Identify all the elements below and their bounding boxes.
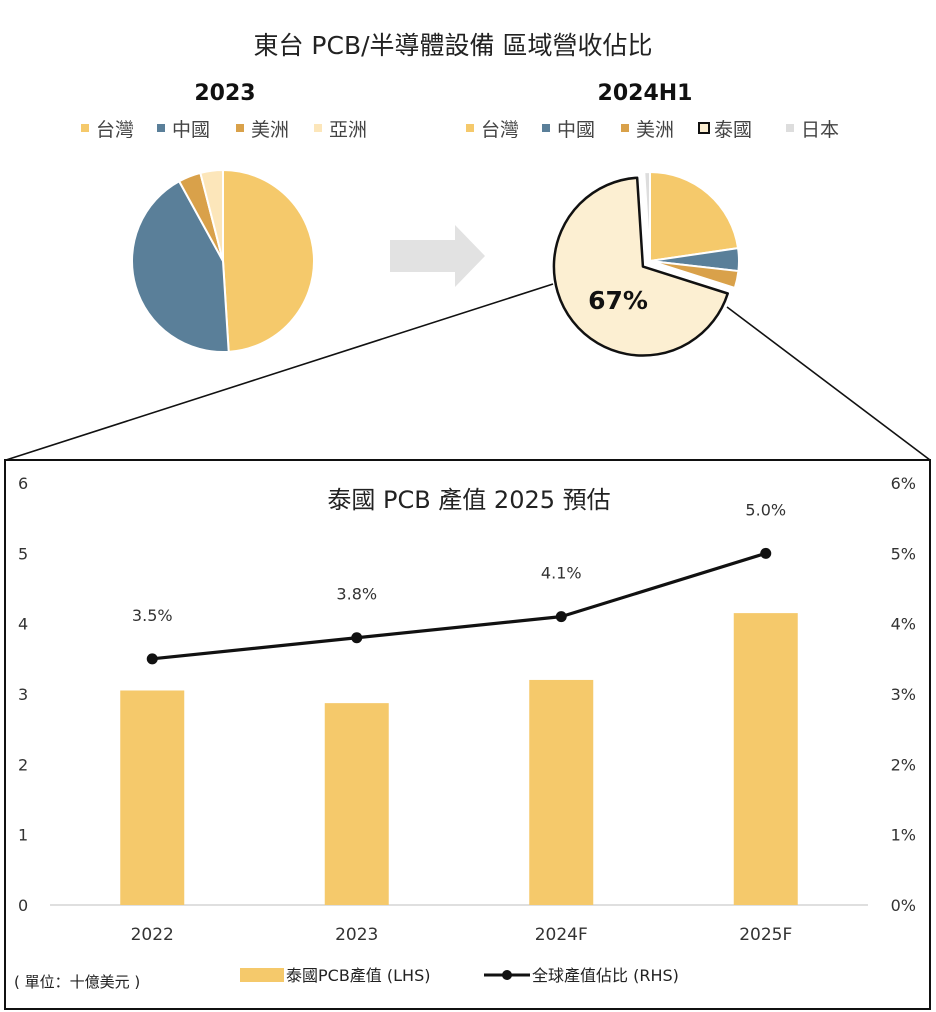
legend-label-americas: 美洲	[636, 119, 674, 141]
pie-slice-asia	[199, 169, 224, 262]
pie-2023-slices	[131, 169, 315, 353]
legend-label-taiwan: 台灣	[481, 119, 519, 141]
thailand-share-label: 67%	[588, 286, 648, 315]
pie-slice-china	[131, 180, 230, 353]
legend-line-label: 全球產值佔比 (RHS)	[532, 966, 679, 985]
legend-swatch-japan	[786, 124, 794, 132]
y-left-tick-label: 6	[18, 474, 28, 493]
x-tick-label: 2025F	[739, 925, 792, 945]
pie-2024h1: 2024H1 台灣 中國 美洲 泰國 日本 67%	[466, 81, 839, 357]
legend-label-thailand: 泰國	[714, 119, 752, 141]
bar-chart-legend: 泰國PCB產值 (LHS) 全球產值佔比 (RHS)	[240, 966, 679, 985]
legend-bar-swatch	[240, 968, 284, 982]
y-right-tick-label: 5%	[891, 544, 916, 563]
pie-2024h1-legend: 台灣 中國 美洲 泰國 日本	[466, 119, 839, 141]
legend-swatch-americas	[236, 124, 244, 132]
legend-label-china: 中國	[557, 119, 595, 141]
share-data-label: 3.5%	[132, 606, 173, 625]
pie-2023-legend: 台灣 中國 美洲 亞洲	[81, 119, 367, 141]
bars	[120, 613, 798, 905]
x-tick-label: 2023	[335, 925, 378, 945]
pie-2024h1-title: 2024H1	[598, 81, 693, 106]
pie-2024h1-slices	[552, 171, 740, 357]
share-line-series: 3.5% 3.8% 4.1% 5.0%	[132, 500, 786, 665]
zoom-connector-right	[726, 306, 931, 461]
share-point	[555, 611, 567, 623]
y-right-tick-label: 4%	[891, 615, 916, 634]
y-right-tick-label: 2%	[891, 755, 916, 774]
legend-swatch-americas	[621, 124, 629, 132]
y-left-tick-label: 1	[18, 826, 28, 845]
y-right-tick-label: 0%	[891, 896, 916, 915]
share-data-label: 5.0%	[745, 500, 786, 519]
pie-slice-japan	[643, 171, 651, 262]
bar-2022	[120, 690, 185, 905]
legend-swatch-asia	[314, 124, 322, 132]
thailand-pcb-chart: 泰國 PCB 產值 2025 預估 0 1 2 3 4 5 6 0% 1% 2% 3% 4% 5% 6%…	[4, 459, 931, 1010]
legend-swatch-china	[157, 124, 165, 132]
pie-slice-americas	[649, 260, 740, 289]
bar-2023	[324, 703, 389, 905]
bar-chart-title: 泰國 PCB 產值 2025 預估	[327, 486, 610, 514]
x-tick-label: 2024F	[535, 925, 588, 945]
share-point	[146, 653, 158, 665]
y-right-tick-label: 1%	[891, 826, 916, 845]
bar-2024F	[529, 679, 594, 905]
pie-2023: 2023 台灣 中國 美洲 亞洲	[81, 81, 367, 353]
legend-label-taiwan: 台灣	[96, 119, 134, 141]
legend-swatch-thailand	[698, 122, 710, 134]
transition-arrow-icon	[390, 225, 485, 287]
legend-swatch-china	[542, 124, 550, 132]
legend-label-china: 中國	[172, 119, 210, 141]
legend-line-marker	[502, 970, 512, 980]
pie-slice-thailand	[552, 176, 729, 357]
share-data-label: 3.8%	[336, 585, 377, 604]
pie-2023-title: 2023	[194, 81, 255, 106]
legend-label-americas: 美洲	[251, 119, 289, 141]
y-left-tick-label: 0	[18, 896, 28, 915]
pie-slice-taiwan	[222, 169, 315, 353]
zoom-connector-left	[5, 283, 554, 461]
y-right-tick-label: 6%	[891, 474, 916, 493]
legend-label-japan: 日本	[801, 119, 839, 141]
y-left-tick-label: 2	[18, 755, 28, 774]
unit-note: ( 單位：十億美元 )	[14, 973, 140, 991]
pie-slice-taiwan	[649, 171, 740, 262]
legend-swatch-taiwan	[81, 124, 89, 132]
share-point	[351, 632, 363, 644]
share-point	[760, 547, 772, 559]
share-line	[152, 551, 767, 661]
y-left-tick-label: 5	[18, 544, 28, 563]
page-title: 東台 PCB/半導體設備 區域營收佔比	[253, 31, 652, 60]
left-axis-ticks: 0 1 2 3 4 5 6	[18, 474, 28, 915]
bar-2025F	[733, 613, 798, 905]
share-data-label: 4.1%	[541, 564, 582, 583]
legend-label-asia: 亞洲	[329, 119, 367, 141]
y-left-tick-label: 4	[18, 615, 28, 634]
x-tick-labels: 2022 2023 2024F 2025F	[131, 925, 793, 945]
x-tick-label: 2022	[131, 925, 174, 945]
right-axis-ticks: 0% 1% 2% 3% 4% 5% 6%	[891, 474, 916, 915]
y-left-tick-label: 3	[18, 685, 28, 704]
legend-swatch-taiwan	[466, 124, 474, 132]
legend-bar-label: 泰國PCB產值 (LHS)	[286, 966, 430, 985]
y-right-tick-label: 3%	[891, 685, 916, 704]
